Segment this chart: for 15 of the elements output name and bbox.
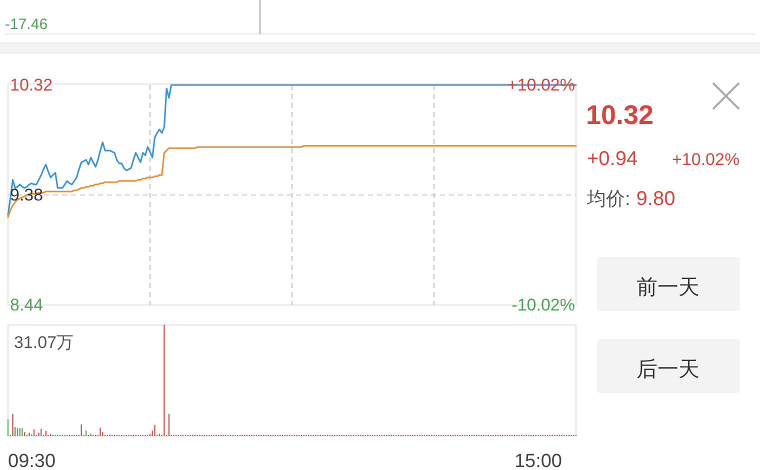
y-tick-label: 8.44 bbox=[10, 296, 44, 314]
text: 均价: bbox=[586, 189, 630, 210]
text: 后一天 bbox=[636, 358, 700, 381]
text: -17.46 bbox=[5, 16, 48, 33]
line-series bbox=[7, 145, 577, 218]
y2-tick-label: -10.02% bbox=[512, 296, 575, 314]
text: 15:00 bbox=[514, 451, 562, 470]
y-tick-label: 10.32 bbox=[10, 76, 53, 94]
annotation: 31.07万 bbox=[14, 333, 74, 352]
text: 09:30 bbox=[8, 451, 56, 470]
text: +10.02% bbox=[672, 150, 740, 169]
text: 前一天 bbox=[636, 276, 700, 299]
text: 10.32 bbox=[586, 100, 654, 130]
text: +0.94 bbox=[587, 148, 638, 170]
text: 9.80 bbox=[636, 188, 676, 210]
